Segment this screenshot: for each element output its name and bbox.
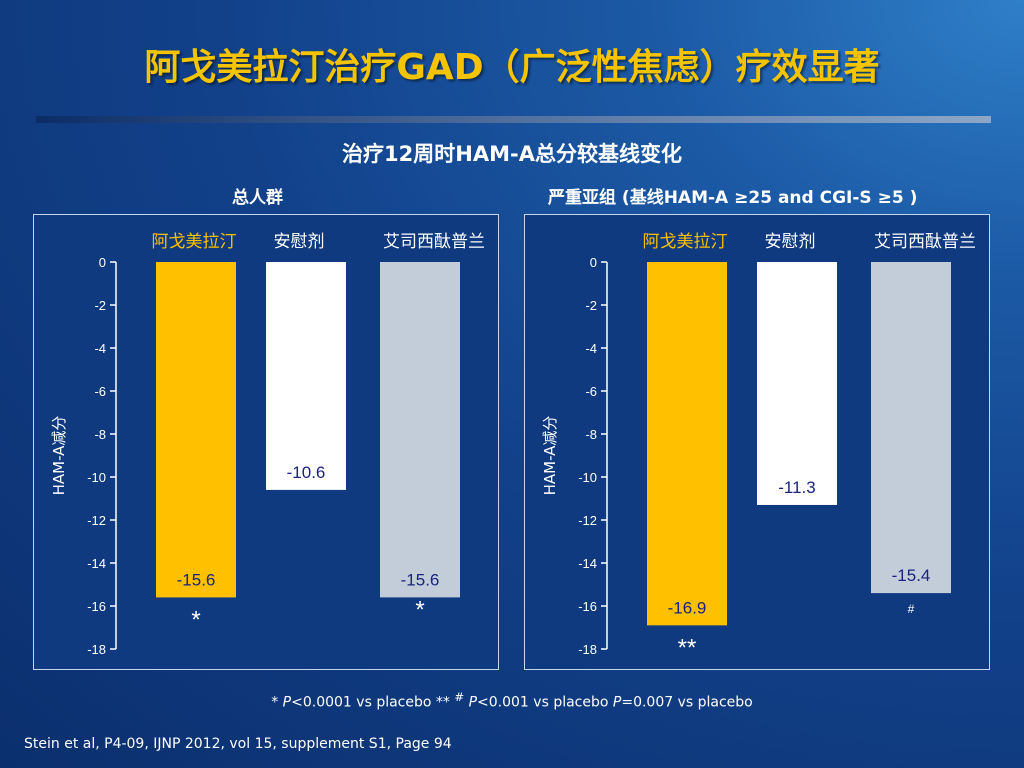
title-divider <box>36 116 991 123</box>
category-label: 阿戈美拉汀 <box>643 232 728 252</box>
significance-marker: ** <box>678 634 697 661</box>
y-tick-label: -14 <box>578 556 597 571</box>
panel-1-title: 总人群 <box>232 188 283 208</box>
y-tick-label: 0 <box>590 255 597 270</box>
y-tick-label: -16 <box>87 599 106 614</box>
footnote-p1: P <box>282 694 292 711</box>
data-label: -16.9 <box>668 598 707 617</box>
category-label: 安慰剂 <box>765 232 816 252</box>
chart-panel-overall: 0 -2 -4 -6 -8 -10 -12 -14 -16 -18 HAM-A减分 阿戈美拉汀 安慰剂 艾… <box>33 214 499 670</box>
category-label: 安慰剂 <box>274 232 325 252</box>
y-tick-label: -4 <box>94 341 106 356</box>
y-tick-label: -2 <box>585 298 597 313</box>
data-label: -15.4 <box>892 566 931 585</box>
footnote-hash: # <box>454 690 465 704</box>
chart-panel-severe: 0 -2 -4 -6 -8 -10 -12 -14 -16 -18 HAM-A减分 阿戈美拉汀 安慰剂 艾… <box>524 214 990 670</box>
y-tick-label: -18 <box>578 642 597 657</box>
y-tick-label: -6 <box>585 384 597 399</box>
chart-subtitle: 治疗12周时HAM-A总分较基线变化 <box>342 142 682 166</box>
bar-chart-overall: 0 -2 -4 -6 -8 -10 -12 -14 -16 -18 HAM-A减分 阿戈美拉汀 安慰剂 艾… <box>50 232 485 657</box>
footnote-text-2: <0.001 vs placebo <box>477 694 613 711</box>
y-axis-label: HAM-A减分 <box>541 416 559 496</box>
significance-marker: * <box>415 596 424 623</box>
y-tick-label: -10 <box>87 470 106 485</box>
y-tick-label: -4 <box>585 341 597 356</box>
slide-title: 阿戈美拉汀治疗GAD（广泛性焦虑）疗效显著 <box>144 47 880 88</box>
category-label: 艾司西酞普兰 <box>874 232 976 252</box>
y-tick-label: -14 <box>87 556 106 571</box>
bar <box>871 262 951 594</box>
bar <box>380 262 460 598</box>
bar-chart-severe: 0 -2 -4 -6 -8 -10 -12 -14 -16 -18 HAM-A减分 阿戈美拉汀 安慰剂 艾… <box>541 232 976 661</box>
data-label: -15.6 <box>401 570 440 589</box>
citation: Stein et al, P4-09, IJNP 2012, vol 15, s… <box>24 736 452 752</box>
data-label: -11.3 <box>778 478 816 497</box>
footnote-p3: P <box>612 694 622 711</box>
y-tick-label: -16 <box>578 599 597 614</box>
footnote-text-3: =0.007 vs placebo <box>621 694 753 711</box>
bar <box>156 262 236 598</box>
footnote-p2: P <box>468 694 478 711</box>
y-tick-label: -8 <box>94 427 106 442</box>
significance-marker: # <box>908 602 915 616</box>
category-label: 艾司西酞普兰 <box>383 232 485 252</box>
significance-marker: * <box>191 606 200 633</box>
y-tick-label: -12 <box>87 513 106 528</box>
y-tick-label: 0 <box>99 255 106 270</box>
y-tick-label: -12 <box>578 513 597 528</box>
category-label: 阿戈美拉汀 <box>152 232 237 252</box>
y-axis-label: HAM-A减分 <box>50 416 68 496</box>
data-label: -10.6 <box>287 463 326 482</box>
y-tick-label: -18 <box>87 642 106 657</box>
footnote-text-1: <0.0001 vs placebo ** <box>291 694 455 711</box>
y-tick-label: -8 <box>585 427 597 442</box>
bar <box>266 262 346 490</box>
footnote: * P<0.0001 vs placebo ** # P<0.001 vs pl… <box>0 690 1024 711</box>
bar <box>757 262 837 505</box>
panel-2-title: 严重亚组 (基线HAM-A ≥25 and CGI-S ≥5 ) <box>548 188 918 208</box>
footnote-star: * <box>271 694 279 711</box>
bar <box>647 262 727 626</box>
data-label: -15.6 <box>177 570 216 589</box>
y-tick-label: -6 <box>94 384 106 399</box>
y-tick-label: -2 <box>94 298 106 313</box>
y-tick-label: -10 <box>578 470 597 485</box>
